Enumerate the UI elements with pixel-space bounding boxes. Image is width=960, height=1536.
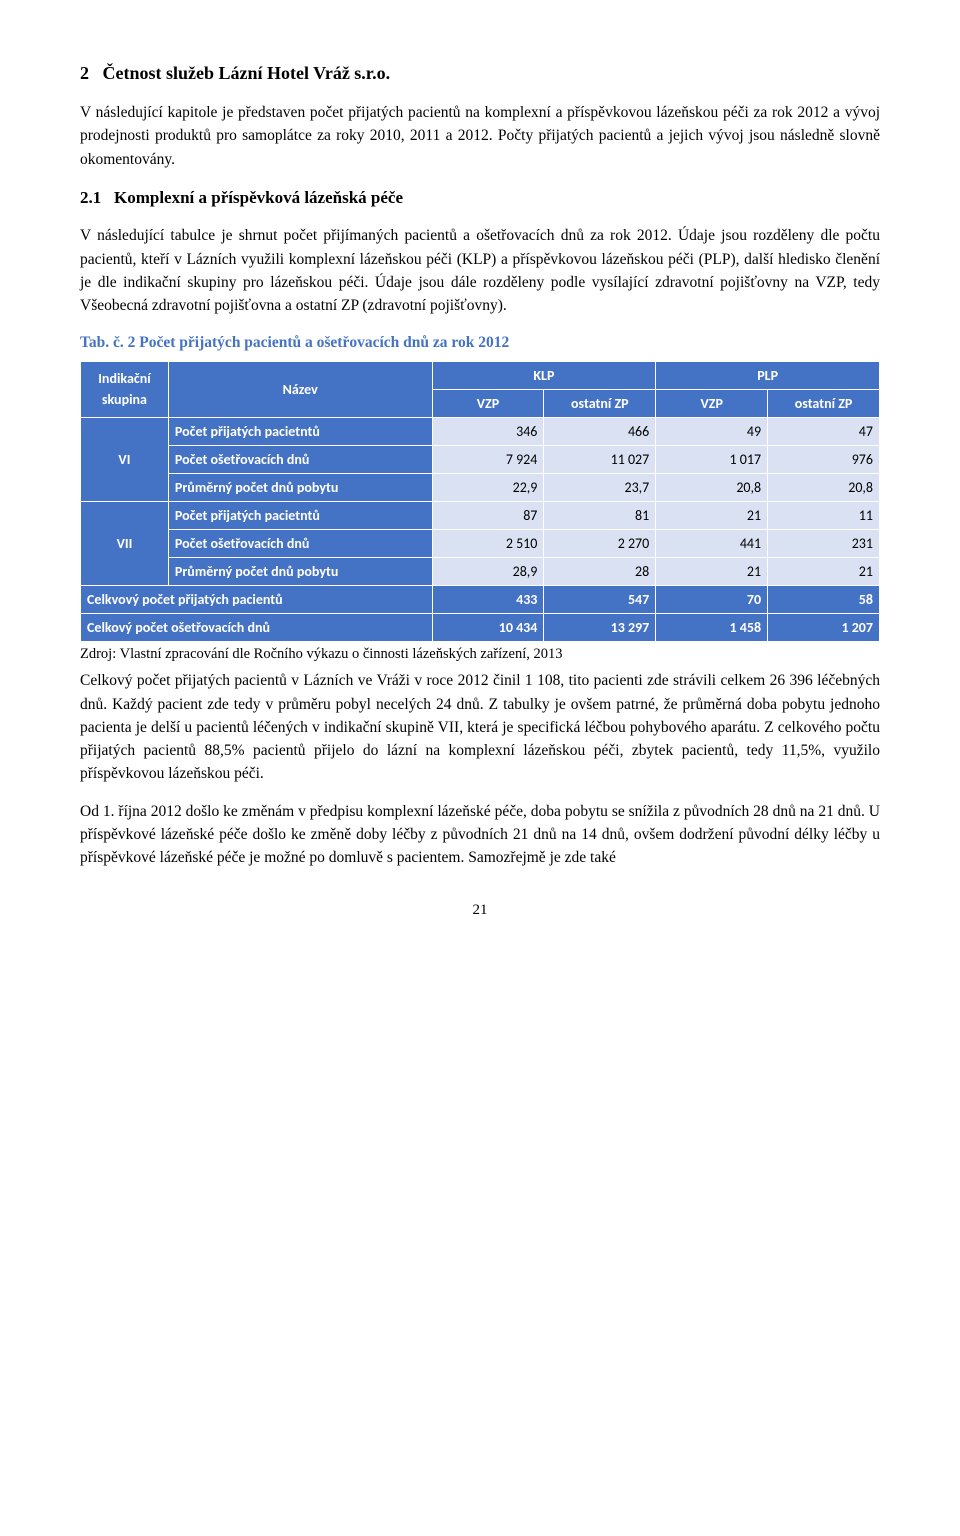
paragraph-4: Od 1. října 2012 došlo ke změnám v předp… [80,800,880,870]
header-indikacni: Indikační skupina [81,361,169,417]
cell: 81 [544,501,656,529]
table-row: Počet ošetřovacích dnů 7 924 11 027 1 01… [81,445,880,473]
cell: 976 [768,445,880,473]
table-row: Počet ošetřovacích dnů 2 510 2 270 441 2… [81,529,880,557]
cell: 28,9 [432,557,544,585]
cell: 22,9 [432,473,544,501]
total-label-1: Celkvový počet přijatých pacientů [81,585,433,613]
total-cell: 1 207 [768,613,880,641]
total-cell: 58 [768,585,880,613]
cell: 49 [656,417,768,445]
cell: 11 027 [544,445,656,473]
cell: 23,7 [544,473,656,501]
table-header-row-1: Indikační skupina Název KLP PLP [81,361,880,389]
paragraph-2: V následující tabulce je shrnut počet př… [80,224,880,317]
row-label: Počet ošetřovacích dnů [168,529,432,557]
cell: 1 017 [656,445,768,473]
cell: 2 510 [432,529,544,557]
cell: 20,8 [768,473,880,501]
total-cell: 70 [656,585,768,613]
row-label: Průměrný počet dnů pobytu [168,473,432,501]
section-title-text: Četnost služeb Lázní Hotel Vráž s.r.o. [103,63,391,83]
table-total-row: Celkový počet ošetřovacích dnů 10 434 13… [81,613,880,641]
cell: 47 [768,417,880,445]
total-cell: 433 [432,585,544,613]
section-number: 2 [80,63,89,83]
row-label: Počet přijatých pacietntů [168,417,432,445]
table-row: Průměrný počet dnů pobytu 28,9 28 21 21 [81,557,880,585]
cell: 87 [432,501,544,529]
cell: 2 270 [544,529,656,557]
group-vii-label: VII [81,501,169,585]
total-label-2: Celkový počet ošetřovacích dnů [81,613,433,641]
cell: 21 [656,501,768,529]
table-caption: Tab. č. 2 Počet přijatých pacientů a oše… [80,331,880,354]
table-row: VII Počet přijatých pacietntů 87 81 21 1… [81,501,880,529]
cell: 11 [768,501,880,529]
paragraph-3: Celkový počet přijatých pacientů v Lázní… [80,669,880,785]
cell: 20,8 [656,473,768,501]
subsection-title-text: Komplexní a příspěvková lázeňská péče [114,188,403,207]
page-number: 21 [80,899,880,922]
table-row: VI Počet přijatých pacietntů 346 466 49 … [81,417,880,445]
header-klp-ozp: ostatní ZP [544,389,656,417]
table-row: Průměrný počet dnů pobytu 22,9 23,7 20,8… [81,473,880,501]
total-cell: 13 297 [544,613,656,641]
row-label: Počet ošetřovacích dnů [168,445,432,473]
header-nazev: Název [168,361,432,417]
header-klp: KLP [432,361,656,389]
cell: 441 [656,529,768,557]
subsection-title: 2.1 Komplexní a příspěvková lázeňská péč… [80,185,880,211]
cell: 21 [768,557,880,585]
total-cell: 547 [544,585,656,613]
paragraph-1: V následující kapitole je představen poč… [80,101,880,171]
header-plp: PLP [656,361,880,389]
row-label: Počet přijatých pacietntů [168,501,432,529]
header-klp-vzp: VZP [432,389,544,417]
cell: 21 [656,557,768,585]
cell: 231 [768,529,880,557]
group-vi-label: VI [81,417,169,501]
table-total-row: Celkvový počet přijatých pacientů 433 54… [81,585,880,613]
cell: 28 [544,557,656,585]
total-cell: 1 458 [656,613,768,641]
cell: 7 924 [432,445,544,473]
total-cell: 10 434 [432,613,544,641]
data-table: Indikační skupina Název KLP PLP VZP osta… [80,361,880,642]
row-label: Průměrný počet dnů pobytu [168,557,432,585]
section-title: 2 Četnost služeb Lázní Hotel Vráž s.r.o. [80,60,880,87]
header-plp-vzp: VZP [656,389,768,417]
cell: 466 [544,417,656,445]
header-plp-ozp: ostatní ZP [768,389,880,417]
cell: 346 [432,417,544,445]
source-note: Zdroj: Vlastní zpracování dle Ročního vý… [80,644,880,666]
subsection-number: 2.1 [80,188,101,207]
